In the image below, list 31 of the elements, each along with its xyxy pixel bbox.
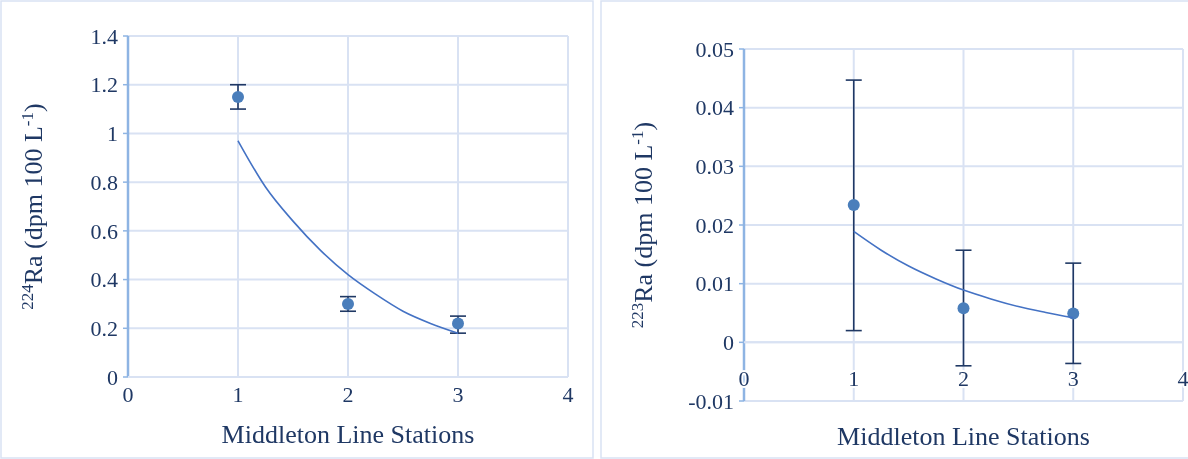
y-tick-label: 0.6 (90, 218, 118, 244)
line-series (237, 139, 459, 334)
y-tick-label: 0.04 (695, 95, 734, 121)
point (847, 199, 860, 212)
point (1067, 307, 1080, 320)
y-tick-label: 1 (107, 121, 118, 147)
y-tick-label: 0.02 (695, 212, 734, 238)
x-axis-title: Middleton Line Stations (221, 420, 475, 449)
y-tick-label: 0.2 (90, 315, 118, 341)
y-tick-label: 0.03 (695, 154, 734, 180)
x-tick-label: 3 (1067, 366, 1079, 392)
point (957, 302, 970, 315)
x-tick-label: 1 (848, 366, 860, 392)
y-tick-label: 0.4 (90, 267, 118, 293)
x-tick-label: 3 (452, 382, 464, 407)
x-tick-label: 4 (562, 382, 574, 407)
y-tick-label: 0.01 (695, 271, 734, 297)
x-tick-label: 2 (342, 382, 354, 407)
x-tick-label: 1 (232, 382, 244, 407)
x-tick-label: 2 (958, 366, 969, 392)
y-tick-label: 0 (723, 330, 734, 356)
y-tick-label: 0.05 (695, 36, 734, 62)
x-axis-title: Middleton Line Stations (837, 422, 1090, 451)
point (452, 317, 464, 330)
y-tick-label: 1.4 (90, 23, 118, 49)
point (232, 90, 244, 103)
x-tick-label: 4 (1177, 366, 1188, 392)
x-tick-label: 0 (738, 366, 750, 392)
y-tick-label: -0.01 (688, 388, 734, 414)
y-tick-label: 0.8 (90, 169, 118, 195)
y-tick-label: 1.2 (90, 72, 118, 98)
